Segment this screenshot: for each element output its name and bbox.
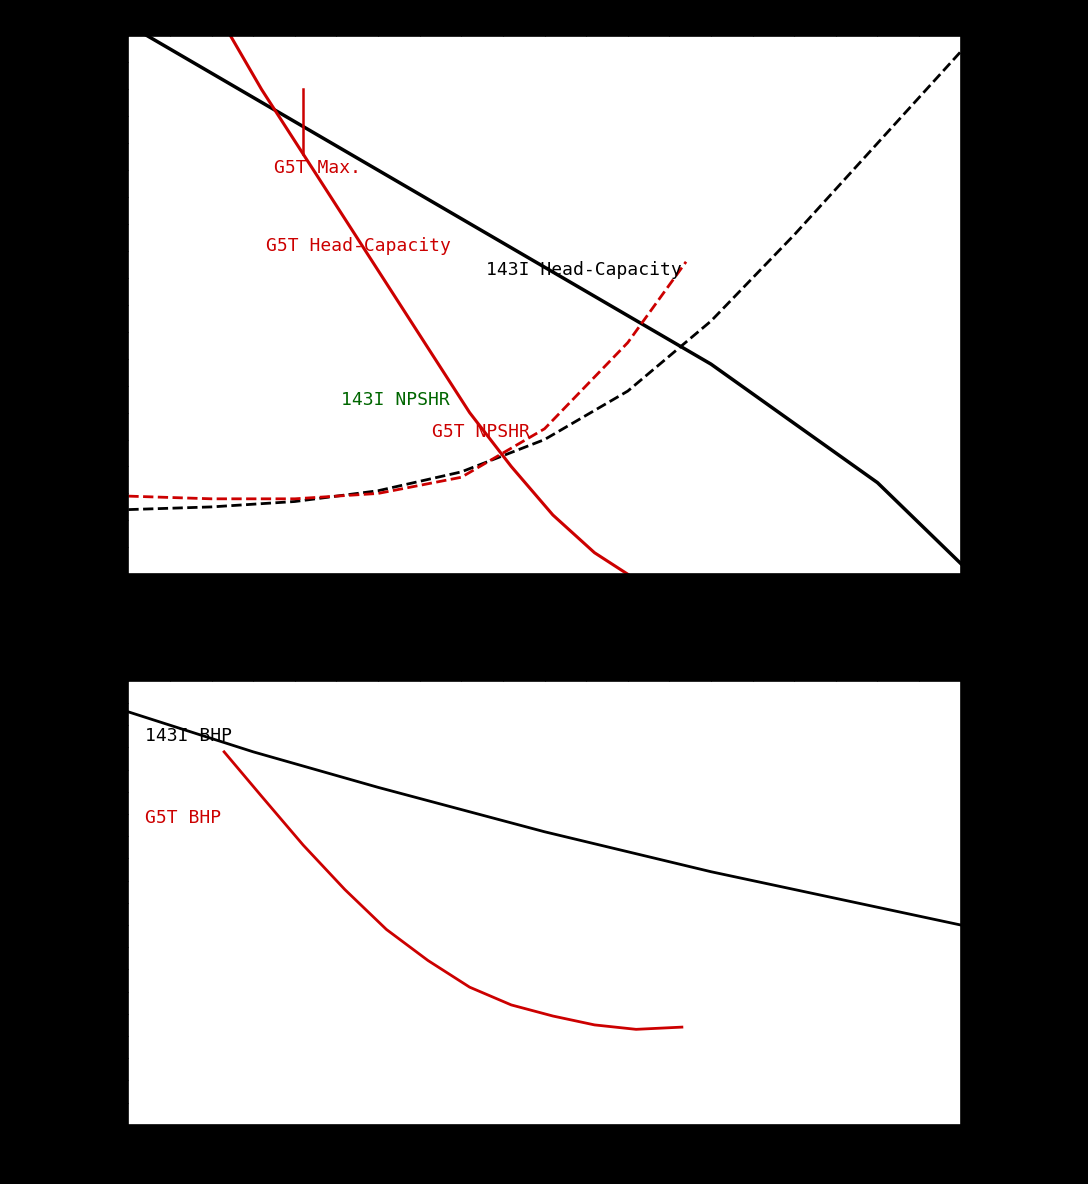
Text: 143I BHP: 143I BHP [145,727,232,745]
Text: 143I Head-Capacity: 143I Head-Capacity [486,262,682,279]
Text: G5T Max.: G5T Max. [274,159,361,176]
Text: G5T Head-Capacity: G5T Head-Capacity [265,237,450,255]
Text: G5T BHP: G5T BHP [145,809,221,826]
Text: G5T NPSHR: G5T NPSHR [432,423,530,440]
Text: 143I NPSHR: 143I NPSHR [341,391,449,408]
